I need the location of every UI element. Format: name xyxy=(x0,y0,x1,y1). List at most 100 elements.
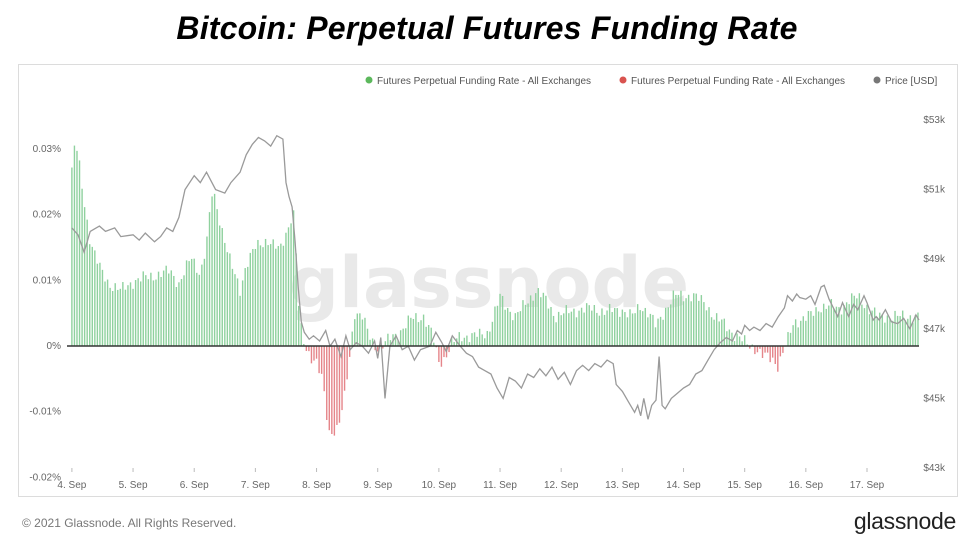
funding-bar xyxy=(830,298,833,346)
funding-bar xyxy=(198,274,201,346)
funding-bar xyxy=(797,327,799,346)
funding-bar xyxy=(603,314,606,346)
funding-bar xyxy=(800,320,802,346)
funding-bar xyxy=(728,329,731,346)
funding-bar xyxy=(537,288,539,346)
funding-bar xyxy=(94,250,96,346)
funding-bar xyxy=(331,346,333,434)
funding-bar xyxy=(912,322,914,346)
funding-bar xyxy=(606,310,608,346)
left-y-axis: 0.03% 0.02% 0.01% 0% -0.01% -0.02% xyxy=(29,144,61,483)
funding-bar xyxy=(868,314,871,346)
funding-bar xyxy=(652,314,654,346)
funding-bar xyxy=(858,293,861,346)
funding-bar xyxy=(614,307,616,346)
funding-bar xyxy=(731,332,733,346)
funding-bar xyxy=(427,325,430,346)
funding-bar xyxy=(489,331,491,346)
funding-bar xyxy=(914,315,917,346)
funding-bar xyxy=(907,318,909,346)
funding-bar xyxy=(221,228,223,346)
funding-bar xyxy=(117,289,119,346)
funding-bar xyxy=(682,301,685,346)
funding-bar xyxy=(162,270,165,346)
funding-bar xyxy=(593,305,596,346)
funding-bar xyxy=(596,312,598,346)
funding-bar xyxy=(257,239,259,346)
funding-bar xyxy=(817,311,820,346)
funding-bar xyxy=(132,288,134,346)
funding-bar xyxy=(698,300,700,346)
legend-marker-0 xyxy=(365,76,373,84)
funding-bar xyxy=(647,317,649,346)
funding-bar xyxy=(216,209,218,346)
funding-bar xyxy=(354,319,356,346)
funding-bar xyxy=(142,271,144,346)
funding-bar xyxy=(377,346,379,352)
funding-bar xyxy=(160,276,162,346)
chart-frame: glassnode Futures Perpetual Funding Rate… xyxy=(18,64,958,497)
funding-bar xyxy=(73,145,76,346)
funding-bar xyxy=(264,238,267,346)
funding-bar xyxy=(761,346,764,358)
funding-bar xyxy=(519,311,522,346)
funding-bar xyxy=(741,341,743,346)
funding-bar xyxy=(782,346,784,353)
funding-bar xyxy=(127,285,129,346)
funding-bar xyxy=(410,317,412,346)
legend-label-0[interactable]: Futures Perpetual Funding Rate - All Exc… xyxy=(377,76,591,87)
funding-bar xyxy=(873,307,876,346)
funding-bar xyxy=(496,305,499,346)
funding-bar xyxy=(810,311,812,346)
funding-bar xyxy=(346,346,348,380)
funding-bar xyxy=(807,310,810,346)
funding-bar xyxy=(838,307,840,346)
funding-bar xyxy=(91,246,93,346)
funding-bar xyxy=(881,314,883,346)
funding-bar xyxy=(535,293,537,346)
funding-bar xyxy=(463,337,466,346)
funding-bar xyxy=(626,317,629,346)
funding-bar xyxy=(721,319,723,346)
funding-bar xyxy=(173,275,175,346)
funding-bar xyxy=(315,346,318,359)
funding-bar xyxy=(155,279,157,346)
funding-bar xyxy=(359,313,361,346)
funding-bar xyxy=(244,268,246,346)
funding-bar xyxy=(766,346,769,353)
funding-bar xyxy=(616,308,618,346)
funding-bar xyxy=(201,264,203,346)
funding-bar xyxy=(715,313,718,346)
funding-bar xyxy=(540,297,542,346)
funding-bar xyxy=(305,346,308,351)
funding-bar xyxy=(833,308,835,346)
funding-bar xyxy=(621,309,624,346)
glassnode-logo[interactable]: glassnode xyxy=(853,508,956,534)
funding-bar xyxy=(318,346,320,374)
funding-bar xyxy=(150,272,152,346)
x-tick-label: 7. Sep xyxy=(241,480,270,491)
funding-bar xyxy=(611,312,613,346)
funding-bar xyxy=(458,332,460,346)
funding-bar xyxy=(644,307,646,346)
legend-label-2[interactable]: Price [USD] xyxy=(885,76,937,87)
funding-bar xyxy=(695,293,697,346)
funding-bar xyxy=(501,295,504,346)
funding-bar xyxy=(764,346,766,353)
funding-bar xyxy=(203,258,206,346)
funding-bar xyxy=(738,336,741,346)
funding-bar xyxy=(894,310,896,346)
funding-bar xyxy=(213,193,216,346)
legend-label-1[interactable]: Futures Perpetual Funding Rate - All Exc… xyxy=(631,76,845,87)
funding-bar xyxy=(341,346,343,411)
funding-bar xyxy=(425,326,427,346)
funding-bar xyxy=(76,150,78,346)
funding-bar xyxy=(820,312,822,346)
funding-bar xyxy=(323,346,325,392)
funding-bar xyxy=(333,346,336,436)
funding-bar xyxy=(756,346,759,353)
funding-bar xyxy=(168,273,170,346)
funding-bar xyxy=(231,268,234,346)
funding-bar xyxy=(856,298,858,346)
funding-bar xyxy=(371,338,374,346)
